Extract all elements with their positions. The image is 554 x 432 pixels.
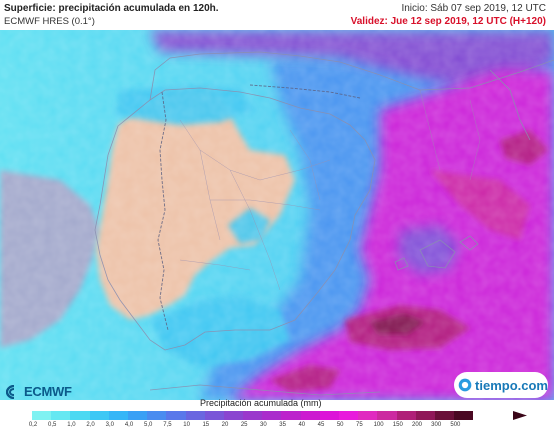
colorbar-tick-label: 0,2	[28, 422, 38, 428]
colorbar-segment	[415, 411, 435, 420]
colorbar-tick-label: 75	[356, 422, 363, 428]
colorbar-tick-label: 4,0	[124, 422, 134, 428]
colorbar-segment	[147, 411, 167, 420]
colorbar-tick-label: 35	[279, 422, 286, 428]
tiempo-logo-text: tiempo.com	[475, 377, 548, 393]
colorbar-tick-label: 30	[260, 422, 267, 428]
colorbar-tick-label: 5,0	[144, 422, 153, 428]
colorbar-segment	[32, 411, 52, 420]
colorbar-segment	[377, 411, 397, 420]
colorbar-segment	[281, 411, 301, 420]
colorbar-tick-label: 1,0	[67, 422, 76, 428]
colorbar-segment	[70, 411, 90, 420]
colorbar-tick-label: 10	[183, 422, 190, 428]
colorbar-segment	[127, 411, 148, 420]
colorbar-segment	[262, 411, 282, 420]
colorbar-tick-label: 45	[317, 422, 325, 428]
colorbar-segment	[166, 411, 186, 420]
colorbar-arrow-icon	[513, 411, 527, 420]
colorbar-tick-label: 0,5	[48, 422, 57, 428]
colorbar-tick-label: 100	[373, 422, 384, 428]
colorbar-tick-label: 2,0	[86, 422, 95, 428]
init-date: Inicio: Sáb 07 sep 2019, 12 UTC	[401, 3, 546, 14]
colorbar-segment	[358, 411, 378, 420]
colorbar-segment	[339, 411, 359, 420]
colorbar-tick-label: 500	[450, 422, 461, 428]
colorbar-tick-label: 3,0	[105, 422, 114, 428]
colorbar-tick-label: 300	[431, 422, 442, 428]
colorbar-segment	[243, 411, 263, 420]
region-borders	[179, 89, 481, 291]
colorbar-segment	[185, 411, 205, 420]
colorbar-segment	[223, 411, 244, 420]
colorbar-tick-label: 200	[411, 422, 423, 428]
header: Superficie: precipitación acumulada en 1…	[0, 0, 554, 30]
valid-date: Validez: Jue 12 sep 2019, 12 UTC (H+120)	[350, 16, 546, 27]
colorbar-segment	[108, 411, 128, 420]
colorbar-segment	[319, 411, 339, 420]
colorbar-tick-label: 50	[336, 422, 344, 428]
precipitation-map	[0, 30, 554, 400]
ecmwf-emblem-icon	[6, 384, 15, 399]
colorbar-segment	[434, 411, 455, 420]
colorbar-tick-label: 150	[392, 422, 403, 428]
colorbar-ticks: 0,2 0,5 1,0 2,0 3,0 4,0 5,0 7,5 10 15 20 25 30 35 40 45…	[28, 422, 512, 432]
colorbar-segment	[204, 411, 224, 420]
colorbar-segment	[89, 411, 109, 420]
noise-texture	[0, 30, 554, 400]
tiempo-logo[interactable]: tiempo.com	[454, 372, 548, 398]
legend-title: Precipitación acumulada (mm)	[200, 398, 322, 408]
colorbar-tick-label: 15	[202, 422, 210, 428]
colorbar-segment	[300, 411, 320, 420]
ecmwf-logo: ECMWF	[6, 384, 72, 399]
colorbar-tick-label: 7,5	[163, 422, 172, 428]
model-label: ECMWF HRES (0.1°)	[4, 16, 95, 27]
coastlines	[94, 51, 554, 396]
colorbar-tick-label: 20	[221, 422, 229, 428]
ecmwf-logo-text: ECMWF	[24, 384, 72, 399]
colorbar-tick-label: 25	[240, 422, 248, 428]
colorbar-segment	[454, 411, 474, 420]
colorbar-segment	[51, 411, 71, 420]
map-title: Superficie: precipitación acumulada en 1…	[4, 3, 219, 14]
colorbar-tick-label: 40	[298, 422, 306, 428]
colorbar	[32, 411, 474, 420]
colorbar-segment	[396, 411, 416, 420]
country-borders	[157, 84, 361, 331]
tiempo-sun-icon	[458, 378, 472, 392]
